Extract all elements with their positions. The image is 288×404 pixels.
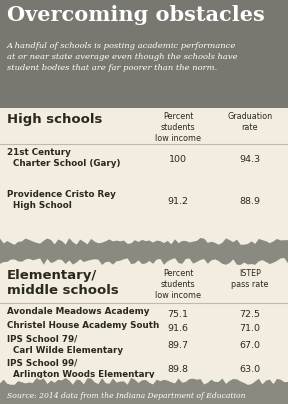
Text: 94.3: 94.3: [239, 155, 261, 164]
Text: Source: 2014 data from the Indiana Department of Education: Source: 2014 data from the Indiana Depar…: [7, 392, 245, 400]
Text: 72.5: 72.5: [240, 310, 261, 319]
Text: 71.0: 71.0: [240, 324, 261, 333]
Polygon shape: [0, 238, 288, 245]
Text: 89.8: 89.8: [168, 365, 189, 374]
Text: 75.1: 75.1: [168, 310, 189, 319]
Text: 91.2: 91.2: [168, 197, 189, 206]
Bar: [0, 378, 288, 404]
Text: 100: 100: [169, 155, 187, 164]
Text: Providence Cristo Rey
  High School: Providence Cristo Rey High School: [7, 190, 116, 210]
Text: Graduation
rate: Graduation rate: [228, 112, 272, 132]
Polygon shape: [0, 378, 288, 385]
Text: IPS School 79/
  Carl Wilde Elementary: IPS School 79/ Carl Wilde Elementary: [7, 335, 123, 355]
Text: IPS School 99/
  Arlington Woods Elementary: IPS School 99/ Arlington Woods Elementar…: [7, 359, 155, 379]
Polygon shape: [0, 258, 288, 265]
Text: 91.6: 91.6: [168, 324, 189, 333]
Text: Overcoming obstacles: Overcoming obstacles: [7, 5, 265, 25]
Bar: [0, 0, 288, 108]
Text: Christel House Academy South: Christel House Academy South: [7, 321, 159, 330]
Text: 67.0: 67.0: [240, 341, 261, 350]
Text: ISTEP
pass rate: ISTEP pass rate: [231, 269, 269, 289]
Text: High schools: High schools: [7, 113, 102, 126]
Text: Percent
students
low income: Percent students low income: [155, 112, 201, 143]
Bar: [0, 238, 288, 265]
Bar: [0, 265, 288, 378]
Text: Percent
students
low income: Percent students low income: [155, 269, 201, 300]
Text: 89.7: 89.7: [168, 341, 189, 350]
Text: 88.9: 88.9: [240, 197, 261, 206]
Text: A handful of schools is posting academic performance
at or near state average ev: A handful of schools is posting academic…: [7, 42, 238, 72]
Bar: [0, 108, 288, 238]
Text: 63.0: 63.0: [239, 365, 261, 374]
Text: Avondale Meadows Academy: Avondale Meadows Academy: [7, 307, 149, 316]
Text: 21st Century
  Charter School (Gary): 21st Century Charter School (Gary): [7, 148, 120, 168]
Text: Elementary/
middle schools: Elementary/ middle schools: [7, 269, 119, 297]
